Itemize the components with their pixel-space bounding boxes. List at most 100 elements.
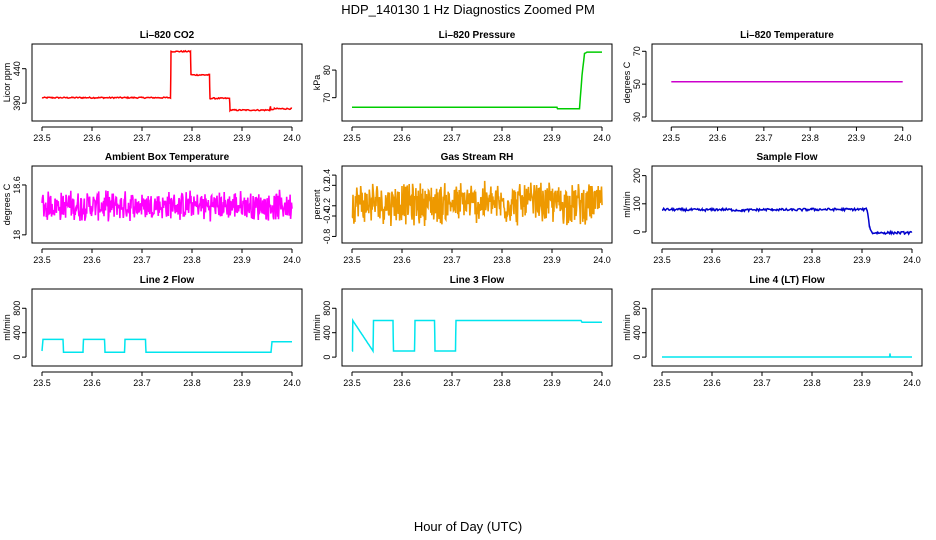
y-axis-label: kPa [312,75,322,91]
x-tick-label: 23.9 [848,133,866,143]
x-tick-label: 23.7 [443,133,461,143]
y-tick-label: 800 [632,301,642,316]
plot-frame [31,165,303,244]
x-tick-label: 23.5 [343,133,361,143]
panel-7: Line 2 Flow 23.5 23.6 23.7 23.8 23.9 24.0 0 400 8… [2,275,303,388]
y-tick-label: 440 [12,61,22,76]
x-tick-label: 23.8 [183,378,201,388]
x-tick-label: 23.8 [803,255,821,265]
x-tick-label: 23.7 [133,255,151,265]
y-tick-label: 800 [12,301,22,316]
x-tick-label: 24.0 [903,378,921,388]
x-tick-label: 24.0 [283,255,301,265]
panel-title: Line 3 Flow [450,275,505,286]
panel-title: Li–820 Pressure [439,30,516,41]
panel-title: Ambient Box Temperature [105,152,230,163]
x-tick-label: 23.6 [709,133,727,143]
x-tick-label: 23.8 [183,255,201,265]
x-tick-label: 23.5 [343,255,361,265]
x-tick-label: 23.5 [653,378,671,388]
y-axis-label: ml/min [312,314,322,341]
y-tick-label: 0 [322,355,332,360]
x-tick-label: 23.8 [493,133,511,143]
plot-frame [341,165,613,244]
x-tick-label: 23.9 [853,378,871,388]
panel-grid: Li–820 CO2 23.5 23.6 23.7 23.8 23.9 24.0 390 440… [2,30,923,388]
panel-3: Li–820 Temperature 23.5 23.6 23.7 23.8 23.9 24… [622,30,923,143]
x-tick-label: 23.9 [543,255,561,265]
y-tick-label: 400 [12,325,22,340]
y-tick-label: 400 [322,325,332,340]
series-line [661,206,913,236]
y-axis-label: ml/min [622,191,632,218]
x-axis-label: Hour of Day (UTC) [414,519,522,534]
series-line [41,189,293,222]
panel-6: Sample Flow 23.5 23.6 23.7 23.8 23.9 24.0 0 100 2… [622,152,923,265]
plot-frame [31,288,303,367]
x-tick-label: 23.5 [33,255,51,265]
x-tick-label: 23.6 [393,255,411,265]
series-line [351,317,602,354]
y-axis-label: degrees C [622,61,632,103]
y-tick-label: -0.8 [322,229,332,245]
x-tick-label: 23.9 [853,255,871,265]
y-tick-label: 70 [322,93,332,103]
x-tick-label: 24.0 [283,133,301,143]
plot-frame [651,288,923,367]
x-tick-label: 23.9 [233,255,251,265]
plot-frame [341,43,613,122]
x-tick-label: 23.6 [393,133,411,143]
panel-title: Line 2 Flow [140,275,195,286]
x-tick-label: 23.5 [33,133,51,143]
panel-title: Sample Flow [756,152,817,163]
x-tick-label: 23.7 [753,378,771,388]
panel-9: Line 4 (LT) Flow 23.5 23.6 23.7 23.8 23.9 24.0… [622,275,923,388]
series-line [351,180,603,227]
x-tick-label: 23.6 [703,255,721,265]
y-axis-label: ml/min [622,314,632,341]
x-tick-label: 23.7 [443,255,461,265]
panel-2: Li–820 Pressure 23.5 23.6 23.7 23.8 23.9 24.0 7… [312,30,613,143]
plot-frame [651,165,923,244]
x-tick-label: 23.8 [493,255,511,265]
plot-frame [651,43,923,122]
x-tick-label: 24.0 [903,255,921,265]
y-tick-label: 80 [322,65,332,75]
x-tick-label: 23.7 [133,378,151,388]
y-tick-label: 70 [632,46,642,56]
plot-frame [31,43,303,122]
x-tick-label: 23.7 [755,133,773,143]
x-tick-label: 23.8 [183,133,201,143]
x-tick-label: 23.9 [543,378,561,388]
series-line [662,353,912,358]
x-tick-label: 23.5 [343,378,361,388]
x-tick-label: 23.5 [662,133,680,143]
panel-title: Li–820 Temperature [740,30,834,41]
panel-5: Gas Stream RH 23.5 23.6 23.7 23.8 23.9 24.0 -0.… [312,152,613,265]
y-axis-label: degrees C [2,183,12,225]
x-tick-label: 23.7 [753,255,771,265]
y-tick-label: 30 [632,112,642,122]
y-tick-label: 50 [632,79,642,89]
x-tick-label: 23.7 [133,133,151,143]
x-tick-label: 24.0 [283,378,301,388]
y-tick-label: 18.6 [12,176,22,194]
y-tick-label: -0.2 [322,198,332,214]
x-tick-label: 23.8 [801,133,819,143]
x-tick-label: 24.0 [593,133,611,143]
x-tick-label: 23.6 [83,378,101,388]
series-line [41,49,293,113]
y-axis-label: Licor ppm [2,63,12,103]
y-tick-label: 390 [12,96,22,111]
panel-1: Li–820 CO2 23.5 23.6 23.7 23.8 23.9 24.0 390 440… [2,30,303,143]
panel-title: Gas Stream RH [441,152,514,163]
series-line [41,338,292,353]
y-tick-label: 100 [632,196,642,211]
x-tick-label: 23.9 [543,133,561,143]
x-tick-label: 23.8 [803,378,821,388]
y-tick-label: 800 [322,301,332,316]
y-tick-label: 0 [632,229,642,234]
y-tick-label: -0.4 [322,208,332,224]
x-tick-label: 24.0 [894,133,912,143]
